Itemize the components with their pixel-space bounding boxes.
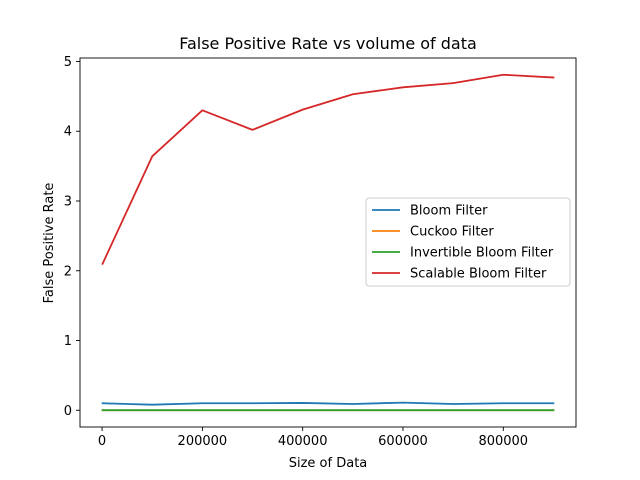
x-axis-label: Size of Data (289, 456, 368, 471)
chart-title: False Positive Rate vs volume of data (179, 34, 477, 53)
x-axis: 0 200000 400000 600000 800000 (98, 427, 528, 449)
legend-label: Invertible Bloom Filter (410, 246, 554, 261)
legend-label: Cuckoo Filter (410, 225, 494, 240)
y-axis-label: False Positive Rate (42, 183, 57, 304)
y-tick-label: 3 (64, 194, 72, 209)
y-tick-label: 2 (64, 264, 72, 279)
legend-label: Scalable Bloom Filter (410, 267, 547, 282)
series-line-3 (101, 73, 555, 265)
x-tick-label: 0 (98, 434, 106, 449)
legend-label: Bloom Filter (410, 204, 488, 219)
y-axis: 0 1 2 3 4 5 (64, 55, 80, 419)
y-tick-label: 4 (64, 125, 72, 140)
y-tick-label: 5 (64, 55, 72, 70)
plot-area (79, 57, 577, 428)
legend-box (365, 197, 571, 287)
legend: Bloom Filter Cuckoo Filter Invertible Bloo… (365, 197, 571, 287)
y-tick-label: 0 (64, 404, 72, 419)
x-tick-label: 400000 (278, 434, 328, 449)
x-tick-label: 200000 (178, 434, 228, 449)
x-tick-label: 600000 (378, 434, 428, 449)
axes-frame (79, 57, 577, 428)
x-tick-label: 800000 (478, 434, 528, 449)
y-tick-label: 1 (64, 334, 72, 349)
series-line-0 (101, 401, 555, 406)
